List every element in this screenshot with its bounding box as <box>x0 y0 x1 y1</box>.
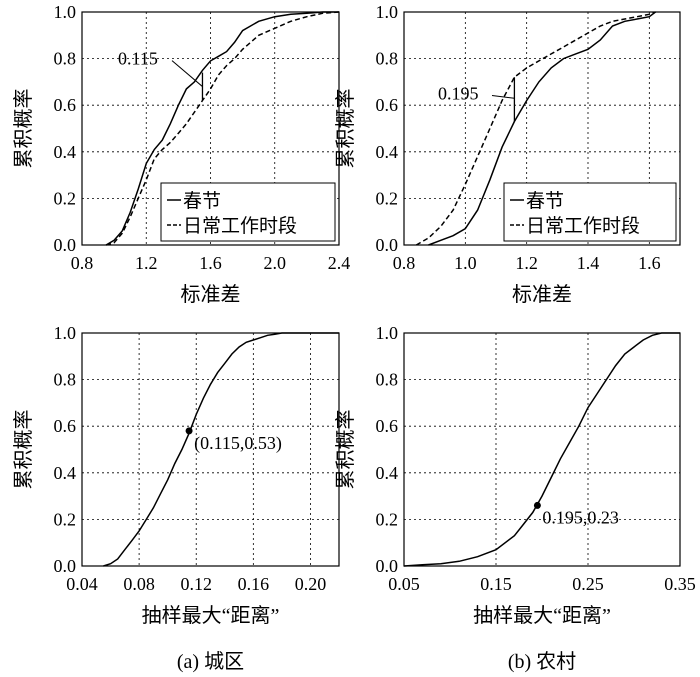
y-tick-label: 0.8 <box>54 370 77 390</box>
series-line-cdf <box>403 332 680 567</box>
chart-panel-bottom-right: 0.05 0.15 0.25 0.35 0.0 0.2 0.4 0.6 0.8 1.0 抽样最大“距… <box>334 323 696 673</box>
plot-frame <box>403 11 681 246</box>
y-tick-label: 0.4 <box>376 463 399 483</box>
annotation-leader <box>491 95 515 99</box>
y-tick-label: 0.2 <box>376 509 399 529</box>
x-tick-label: 0.35 <box>664 574 696 594</box>
gap-annotation: 0.115 <box>118 49 158 69</box>
y-tick-label: 0.6 <box>54 416 77 436</box>
y-tick-label: 0.8 <box>54 49 77 69</box>
point-label: 0.195,0.23 <box>542 507 619 527</box>
chart-panel-top-left: 0.8 1.2 1.6 2.0 2.4 0.0 0.2 0.4 0.6 0.8 1.0 标准差 累积概率… <box>12 2 350 306</box>
series-line-spring-festival <box>428 11 656 246</box>
series-line-cdf <box>103 332 339 567</box>
x-tick-label: 0.8 <box>393 253 416 273</box>
legend-entry: 日常工作时段 <box>183 215 297 237</box>
point-label: (0.115,0.53) <box>194 433 282 454</box>
x-tick-label: 0.20 <box>295 574 327 594</box>
x-axis-label: 标准差 <box>512 283 572 306</box>
x-tick-label: 1.0 <box>454 253 477 273</box>
x-axis-label: 抽样最大“距离” <box>142 604 280 627</box>
plot-frame <box>81 11 340 246</box>
x-axis-label: 标准差 <box>181 283 241 306</box>
series-line-spring-festival <box>105 11 339 246</box>
highlight-point <box>185 427 193 435</box>
chart-panel-top-right: 0.8 1.0 1.2 1.4 1.6 0.0 0.2 0.4 0.6 0.8 1.0 标准差 累积概率… <box>334 2 681 306</box>
plot-frame <box>403 332 681 567</box>
panel-caption: (a) 城区 <box>177 650 244 673</box>
highlight-point <box>533 501 541 509</box>
y-tick-label: 0.8 <box>376 370 399 390</box>
y-tick-label: 1.0 <box>54 2 77 22</box>
series-line-workday <box>415 11 656 246</box>
y-tick-label: 0.4 <box>54 463 77 483</box>
x-tick-label: 0.25 <box>572 574 604 594</box>
legend-box <box>503 182 677 242</box>
x-tick-label: 1.2 <box>135 253 158 273</box>
y-tick-label: 0.0 <box>54 556 77 576</box>
y-tick-label: 0.6 <box>54 95 77 115</box>
x-axis-label: 抽样最大“距离” <box>473 604 611 627</box>
plot-frame <box>81 332 340 567</box>
y-tick-label: 1.0 <box>376 323 399 343</box>
x-tick-label: 0.8 <box>71 253 94 273</box>
legend-entry: 春节 <box>183 190 221 212</box>
y-tick-label: 0.0 <box>54 235 77 255</box>
y-tick-label: 0.0 <box>376 556 399 576</box>
y-tick-label: 0.2 <box>54 509 77 529</box>
x-tick-label: 1.4 <box>577 253 600 273</box>
gap-annotation: 0.195 <box>438 84 479 104</box>
y-tick-label: 0.0 <box>376 235 399 255</box>
x-tick-label: 0.05 <box>388 574 420 594</box>
y-axis-label: 累积概率 <box>334 410 357 490</box>
y-tick-label: 0.8 <box>376 49 399 69</box>
y-tick-label: 1.0 <box>54 323 77 343</box>
y-tick-label: 0.4 <box>376 142 399 162</box>
x-tick-label: 2.0 <box>264 253 287 273</box>
annotation-leader <box>171 60 203 87</box>
y-axis-label: 累积概率 <box>334 89 357 169</box>
y-tick-label: 0.6 <box>376 95 399 115</box>
panel-caption: (b) 农村 <box>508 650 576 673</box>
x-tick-label: 1.6 <box>638 253 661 273</box>
x-tick-label: 0.04 <box>66 574 98 594</box>
x-tick-label: 0.16 <box>238 574 270 594</box>
x-tick-label: 2.4 <box>328 253 351 273</box>
y-axis-label: 累积概率 <box>12 410 35 490</box>
x-tick-label: 1.2 <box>515 253 538 273</box>
x-tick-label: 0.12 <box>180 574 212 594</box>
x-tick-label: 0.08 <box>123 574 155 594</box>
y-tick-label: 0.4 <box>54 142 77 162</box>
y-axis-label: 累积概率 <box>12 89 35 169</box>
y-tick-label: 0.2 <box>376 188 399 208</box>
legend-box <box>160 182 336 242</box>
legend-entry: 春节 <box>526 190 564 212</box>
y-tick-label: 0.6 <box>376 416 399 436</box>
x-tick-label: 0.15 <box>480 574 512 594</box>
x-tick-label: 1.6 <box>199 253 222 273</box>
chart-panel-bottom-left: 0.04 0.08 0.12 0.16 0.20 0.0 0.2 0.4 0.6 0.8 1.0 抽样… <box>12 323 340 673</box>
y-tick-label: 1.0 <box>376 2 399 22</box>
y-tick-label: 0.2 <box>54 188 77 208</box>
legend-entry: 日常工作时段 <box>526 215 640 237</box>
